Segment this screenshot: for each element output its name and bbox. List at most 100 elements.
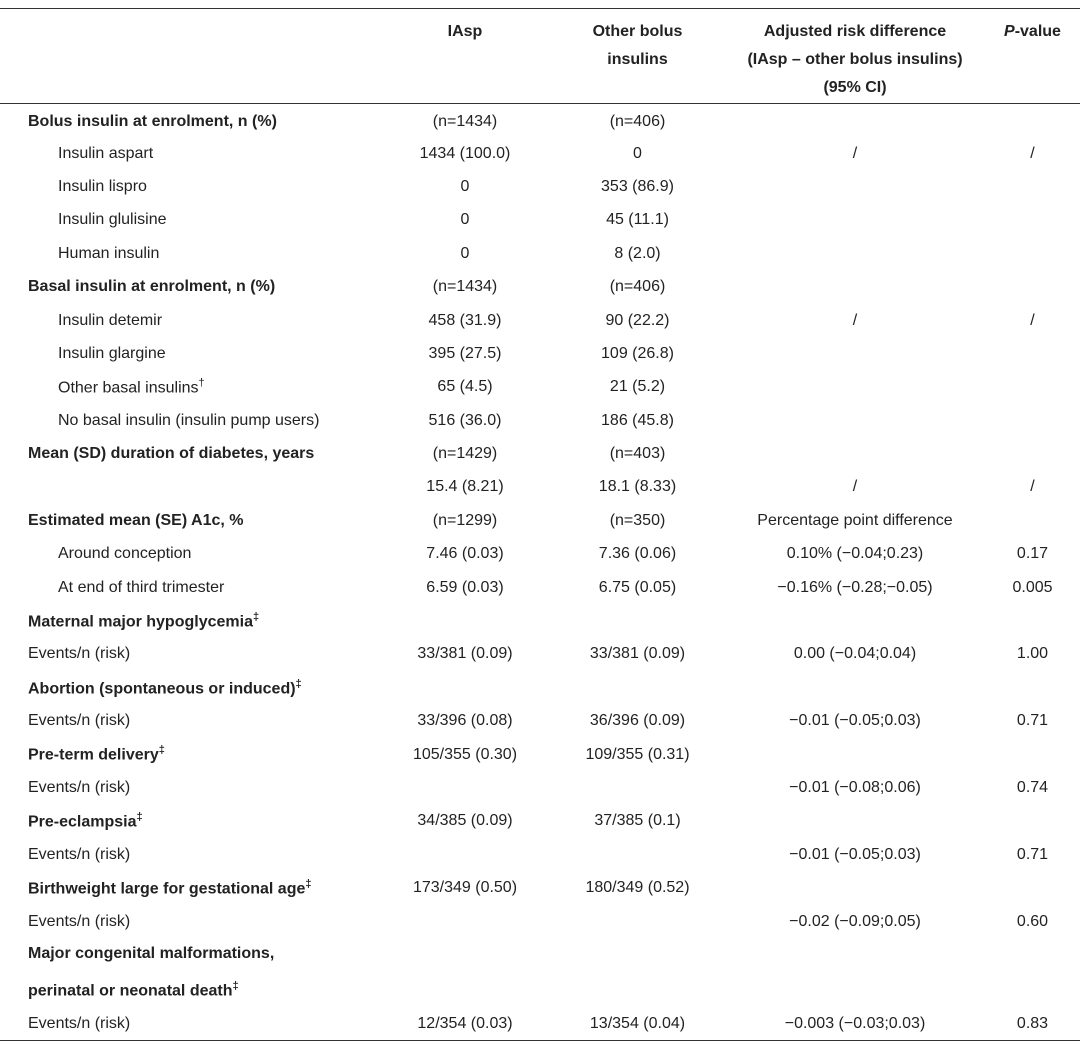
table-row: Insulin glulisine 0 45 (11.1) [0,204,1080,237]
cell-text: 0 [633,144,642,162]
table-row: Pre-eclampsia‡ 34/385 (0.09) 37/385 (0.1) [0,805,1080,838]
cell-text: (n=1434) [432,278,498,296]
table-row: Insulin glargine 395 (27.5) 109 (26.8) [0,337,1080,370]
row-label: No basal insulin (insulin pump users) [0,404,380,437]
row-label: Events/n (risk) [0,1007,380,1042]
cell: / [985,304,1080,337]
header-text: -value [1014,23,1061,40]
table-row: Mean (SD) duration of diabetes, years (n=… [0,437,1080,470]
cell-text: 36/396 (0.09) [589,712,686,730]
cell-text: 1434 (100.0) [419,144,511,162]
cell-text: Insulin glargine [58,344,166,362]
cell-text: 65 (4.5) [437,378,493,396]
cell-text: 516 (36.0) [428,411,502,429]
cell-text: 0.00 (−0.04;0.04) [793,645,917,663]
row-label: Abortion (spontaneous or induced)‡ [0,671,380,704]
row-label: Events/n (risk) [0,705,380,738]
row-label [0,471,380,504]
cell [550,905,725,938]
table-row: Insulin lispro 0 353 (86.9) [0,170,1080,203]
cell-text: 21 (5.2) [609,378,666,396]
row-label: Other basal insulins† [0,371,380,404]
cell-text: (n=1429) [432,445,498,463]
row-label: Bolus insulin at enrolment, n (%) [0,104,380,137]
cell [985,805,1080,838]
cell-text: −0.01 (−0.05;0.03) [789,712,921,730]
cell-text: 0.71 [1016,712,1049,730]
cell [985,938,1080,1007]
cell-text: 0.74 [1016,779,1049,796]
cell-text: Events/n (risk) [28,912,131,930]
row-label: Maternal major hypoglycemia‡ [0,604,380,637]
table-row: Pre-term delivery‡ 105/355 (0.30) 109/355 … [0,738,1080,771]
cell: 458 (31.9) [380,304,550,337]
cell [985,237,1080,270]
row-label: Pre-term delivery‡ [0,738,380,771]
row-label: Around conception [0,538,380,571]
cell: / [985,137,1080,170]
cell [550,771,725,804]
row-label: Insulin glulisine [0,204,380,237]
cell-text: Events/n (risk) [28,779,131,796]
row-label: Pre-eclampsia‡ [0,805,380,838]
cell: 109/355 (0.31) [550,738,725,771]
footnote-mark: ‡ [305,878,312,891]
cell: −0.01 (−0.05;0.03) [725,838,985,871]
cell: 0.60 [985,905,1080,938]
cell-text: / [852,144,858,162]
cell-text: 0.17 [1016,545,1049,563]
table-row: 15.4 (8.21) 18.1 (8.33) / / [0,471,1080,504]
cell: 105/355 (0.30) [380,738,550,771]
table-row: Basal insulin at enrolment, n (%) (n=1434… [0,270,1080,303]
cell: (n=1434) [380,104,550,137]
table-row: Events/n (risk) −0.01 (−0.08;0.06) 0.74 [0,771,1080,804]
footnote-mark: ‡ [252,610,260,623]
row-label: Major congenital malformations, perinatal… [0,938,380,1007]
cell: 0.17 [985,538,1080,571]
table-body: Bolus insulin at enrolment, n (%) (n=1434… [0,104,1080,1042]
header-cell: Adjusted risk difference (IAsp – other bo… [725,8,985,104]
cell-text: Events/n (risk) [28,712,131,730]
label-line: perinatal or neonatal death‡ [28,980,239,1000]
cell-text: Pre-eclampsia [28,813,137,831]
cell-text: Bolus insulin at enrolment, n (%) [28,113,277,131]
cell-text: 0.83 [1016,1015,1049,1033]
cell: 516 (36.0) [380,404,550,437]
cell [985,371,1080,404]
cell [380,771,550,804]
table-row: Birthweight large for gestational age‡ 17… [0,871,1080,904]
cell-text: 0 [460,244,470,262]
row-label: Insulin aspart [0,137,380,170]
cell-text: At end of third trimester [58,578,225,596]
cell: 18.1 (8.33) [550,471,725,504]
header-line: (95% CI) [823,79,887,96]
cell-text: Insulin lispro [58,177,147,195]
cell-text: 8 (2.0) [614,244,661,262]
cell: / [725,471,985,504]
cell: 33/381 (0.09) [380,638,550,671]
cell-text: 90 (22.2) [605,311,670,329]
cell-text: (n=1299) [432,511,498,529]
cell: 90 (22.2) [550,304,725,337]
table-row: Around conception 7.46 (0.03) 7.36 (0.06) 0… [0,538,1080,571]
cell [985,104,1080,137]
cell-text: 0 [460,177,470,195]
cell [380,838,550,871]
cell: 0 [550,137,725,170]
cell-text: 33/381 (0.09) [589,645,686,663]
cell-text: Percentage point difference [757,511,953,529]
cell: 0.005 [985,571,1080,604]
cell: (n=406) [550,104,725,137]
cell-text: / [1030,144,1035,162]
row-label: Insulin glargine [0,337,380,370]
cell [380,604,550,637]
cell: 37/385 (0.1) [550,805,725,838]
header-line: IAsp [447,23,483,40]
cell-text: 34/385 (0.09) [417,812,513,830]
cell-text: 33/396 (0.08) [417,712,513,730]
cell: 21 (5.2) [550,371,725,404]
cell-text: −0.16% (−0.28;−0.05) [777,578,933,596]
table-row: Human insulin 0 8 (2.0) [0,237,1080,270]
cell [550,604,725,637]
